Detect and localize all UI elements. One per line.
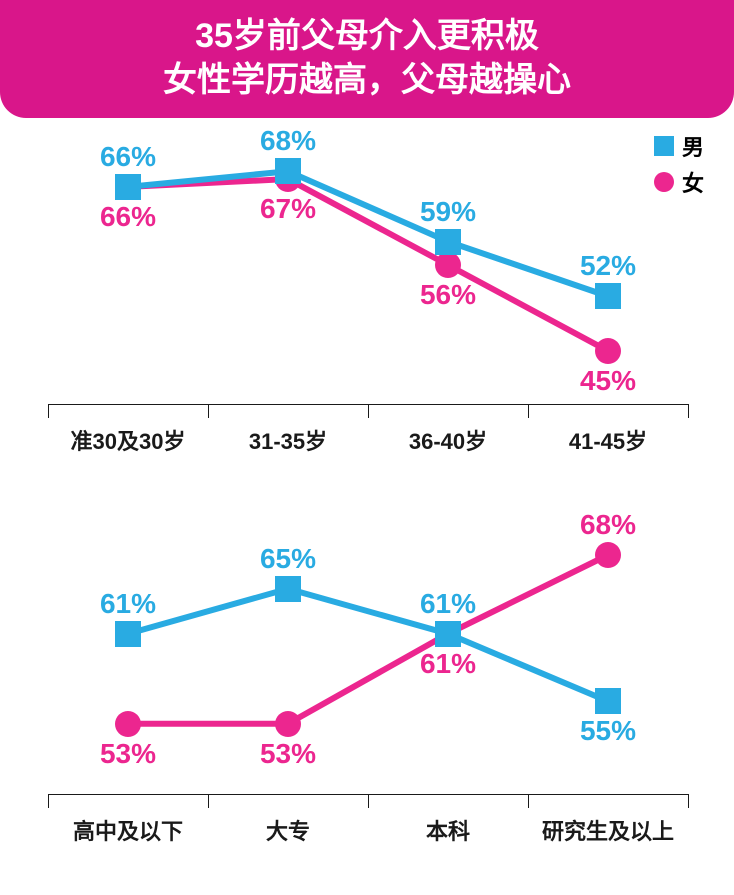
chart-education-female-marker	[275, 711, 301, 737]
chart-education-female-value-label: 53%	[260, 738, 316, 770]
chart-age-category-label: 41-45岁	[569, 424, 647, 456]
chart-age-tick	[368, 404, 369, 418]
chart-age-male-marker	[595, 283, 621, 309]
chart-age: 66%67%56%45%66%68%59%52%准30及30岁31-35岁36-…	[0, 140, 734, 460]
chart-age-female-value-label: 66%	[100, 201, 156, 233]
chart-age-male-marker	[115, 174, 141, 200]
chart-age-female-value-label: 45%	[580, 365, 636, 397]
chart-education-male-value-label: 55%	[580, 715, 636, 747]
chart-age-tick	[48, 404, 49, 418]
chart-education-tick	[688, 794, 689, 808]
chart-education-male-value-label: 61%	[100, 588, 156, 620]
header-banner: 35岁前父母介入更积极 女性学历越高，父母越操心	[0, 0, 734, 118]
chart-education-male-line	[128, 589, 608, 702]
chart-education-female-line	[128, 555, 608, 724]
chart-age-male-value-label: 68%	[260, 125, 316, 157]
chart-education-category-label: 高中及以下	[73, 814, 183, 846]
chart-education-tick	[528, 794, 529, 808]
chart-age-tick	[688, 404, 689, 418]
chart-age-male-value-label: 59%	[420, 196, 476, 228]
chart-education-tick	[208, 794, 209, 808]
chart-age-female-marker	[595, 338, 621, 364]
chart-age-female-value-label: 56%	[420, 279, 476, 311]
chart-age-category-label: 36-40岁	[409, 424, 487, 456]
chart-age-tick	[208, 404, 209, 418]
chart-education-male-marker	[115, 621, 141, 647]
chart-age-category-label: 准30及30岁	[71, 424, 186, 456]
chart-education-male-value-label: 65%	[260, 543, 316, 575]
chart-age-female-value-label: 67%	[260, 193, 316, 225]
chart-education-female-marker	[595, 542, 621, 568]
chart-education-category-label: 大专	[266, 814, 310, 846]
chart-age-male-marker	[435, 229, 461, 255]
chart-education-female-value-label: 61%	[420, 648, 476, 680]
chart-age-male-value-label: 52%	[580, 250, 636, 282]
chart-education-tick	[368, 794, 369, 808]
chart-education-male-value-label: 61%	[420, 588, 476, 620]
header-line-1: 35岁前父母介入更积极	[0, 14, 734, 58]
chart-education-female-marker	[115, 711, 141, 737]
chart-age-tick	[528, 404, 529, 418]
chart-education-category-label: 本科	[426, 814, 470, 846]
chart-education-male-marker	[435, 621, 461, 647]
chart-education-male-marker	[595, 688, 621, 714]
chart-education-plot: 53%53%61%68%61%65%61%55%高中及以下大专本科研究生及以上	[48, 510, 688, 780]
chart-age-male-value-label: 66%	[100, 141, 156, 173]
chart-education-female-value-label: 68%	[580, 509, 636, 541]
chart-age-male-marker	[275, 158, 301, 184]
chart-education-female-value-label: 53%	[100, 738, 156, 770]
chart-age-plot: 66%67%56%45%66%68%59%52%准30及30岁31-35岁36-…	[48, 140, 688, 390]
chart-age-male-line	[128, 171, 608, 296]
chart-age-category-label: 31-35岁	[249, 424, 327, 456]
chart-age-female-marker	[435, 252, 461, 278]
chart-education-category-label: 研究生及以上	[542, 814, 674, 846]
chart-education: 53% 53% 61% 68% 61% 65% 61% 55% 高中及以下 大专 本科 研究生及以上	[0, 510, 734, 850]
chart-education-tick	[48, 794, 49, 808]
chart-education-male-marker	[275, 576, 301, 602]
header-line-2: 女性学历越高，父母越操心	[0, 58, 734, 102]
